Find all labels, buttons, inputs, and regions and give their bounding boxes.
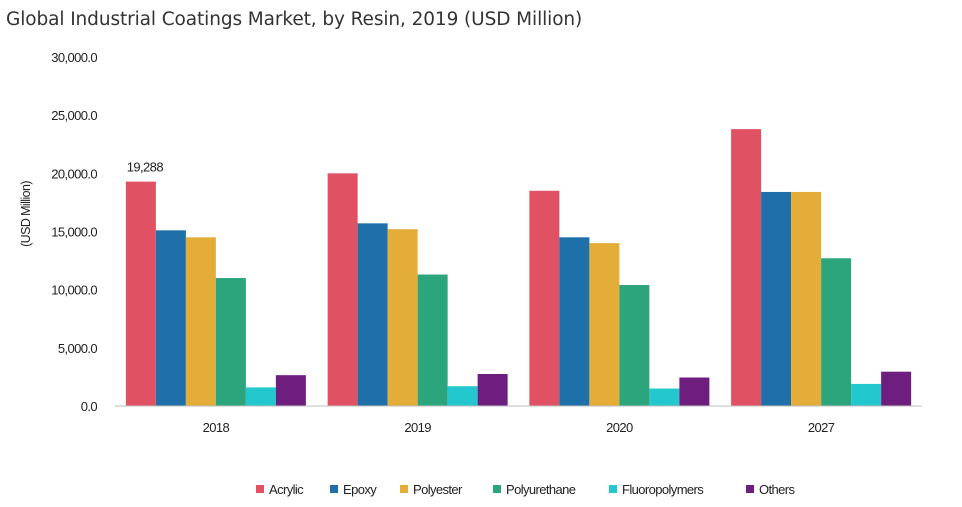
y-tick-label: 25,000.0: [51, 108, 97, 123]
y-tick-label: 10,000.0: [51, 283, 97, 298]
y-tick-label: 15,000.0: [51, 225, 97, 240]
data-labels: 19,288: [127, 160, 164, 175]
bar-polyurethane-2027: [821, 258, 852, 406]
bar-fluoropolymers-2019: [447, 386, 478, 406]
bar-fluoropolymers-2027: [851, 383, 882, 406]
bar-polyurethane-2020: [619, 285, 650, 406]
legend-swatch-polyester: [400, 485, 408, 493]
legend-swatch-fluoropolymers: [609, 485, 617, 493]
legend-swatch-others: [746, 485, 754, 493]
bar-polyurethane-2018: [215, 278, 246, 406]
bar-epoxy-2020: [559, 237, 590, 406]
legend-swatch-acrylic: [256, 485, 264, 493]
y-tick-label: 0.0: [81, 399, 98, 414]
bar-acrylic-2020: [529, 190, 560, 406]
bar-polyester-2019: [387, 229, 418, 406]
bar-epoxy-2019: [357, 223, 388, 406]
x-tick-label: 2019: [404, 420, 431, 435]
bar-polyester-2027: [791, 191, 822, 406]
bars: [125, 129, 912, 407]
bar-acrylic-2018: [125, 181, 156, 406]
bar-polyurethane-2019: [417, 274, 448, 406]
bar-others-2018: [275, 375, 306, 406]
bar-acrylic-2027: [731, 129, 762, 407]
y-axis-label: (USD Million): [19, 181, 33, 247]
bar-epoxy-2027: [761, 191, 792, 406]
x-tick-label: 2027: [808, 420, 835, 435]
data-label: 19,288: [127, 160, 164, 175]
bar-fluoropolymers-2020: [649, 388, 680, 406]
legend-label-polyurethane: Polyurethane: [506, 482, 576, 497]
legend-label-fluoropolymers: Fluoropolymers: [622, 482, 704, 497]
x-axis: 2018 2019 2020 2027: [203, 420, 836, 435]
y-tick-label: 20,000.0: [51, 166, 97, 181]
bar-others-2020: [679, 377, 710, 406]
legend-label-acrylic: Acrylic: [269, 482, 304, 497]
bar-polyester-2018: [185, 237, 216, 406]
bar-epoxy-2018: [155, 230, 186, 406]
bar-polyester-2020: [589, 243, 620, 406]
y-tick-label: 30,000.0: [51, 50, 97, 65]
legend: Acrylic Epoxy Polyester Polyurethane Fluorop…: [256, 482, 796, 497]
x-tick-label: 2018: [203, 420, 230, 435]
chart-title: Global Industrial Coatings Market, by Re…: [6, 9, 583, 30]
legend-label-epoxy: Epoxy: [343, 482, 377, 497]
bar-acrylic-2019: [327, 173, 358, 406]
legend-swatch-epoxy: [330, 485, 338, 493]
y-axis: 0.0 5,000.0 10,000.0 15,000.0 20,000.0 25,000…: [51, 50, 98, 414]
legend-label-others: Others: [759, 482, 796, 497]
x-tick-label: 2020: [606, 420, 633, 435]
legend-swatch-polyurethane: [493, 485, 501, 493]
y-tick-label: 5,000.0: [58, 341, 98, 356]
legend-label-polyester: Polyester: [413, 482, 463, 497]
bar-others-2019: [477, 374, 508, 406]
bar-fluoropolymers-2018: [245, 387, 276, 406]
bar-others-2027: [881, 371, 912, 406]
